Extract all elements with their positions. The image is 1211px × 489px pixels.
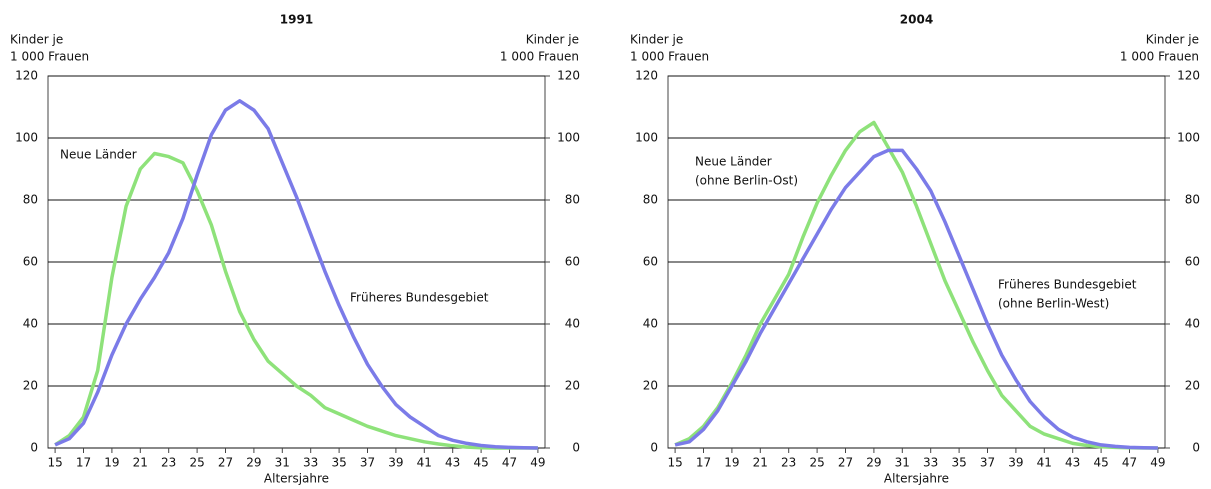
x-tick-label: 45 [1093,456,1108,470]
series-note: (ohne Berlin-West) [998,297,1109,311]
x-tick-label: 37 [360,456,375,470]
y-tick-label: 0 [650,441,658,455]
series-line [54,151,538,450]
series-label: Neue Länder [695,155,772,169]
chart-title: 2004 [900,13,933,27]
y2-tick-label: 100 [1177,131,1200,145]
y-axis-label: Kinder je [630,33,683,47]
y-tick-label: 20 [643,379,658,393]
x-tick-label: 41 [1037,456,1052,470]
y-axis-label: 1 000 Frauen [10,50,89,64]
y-axis-label: 1 000 Frauen [630,50,709,64]
y-tick-label: 120 [635,69,658,83]
y2-tick-label: 120 [1177,69,1200,83]
x-tick-label: 39 [1008,456,1023,470]
y-tick-label: 60 [643,255,658,269]
y2-axis-label: 1 000 Frauen [500,50,579,64]
x-tick-label: 25 [189,456,204,470]
x-tick-label: 21 [133,456,148,470]
x-tick-label: 47 [502,456,517,470]
y-tick-label: 120 [15,69,38,83]
series-label: Früheres Bundesgebiet [998,278,1137,292]
x-tick-label: 33 [923,456,938,470]
x-tick-label: 19 [724,456,739,470]
x-tick-label: 49 [530,456,545,470]
x-tick-label: 27 [218,456,233,470]
x-axis-label: Altersjahre [264,472,329,486]
x-tick-label: 21 [753,456,768,470]
y2-axis-label: Kinder je [1146,33,1199,47]
x-tick-label: 45 [473,456,488,470]
y2-tick-label: 80 [565,193,580,207]
y2-tick-label: 20 [565,379,580,393]
x-tick-label: 29 [866,456,881,470]
series-line [674,120,1158,450]
y2-tick-label: 80 [1185,193,1200,207]
y2-tick-label: 40 [1185,317,1200,331]
y-tick-label: 100 [15,131,38,145]
series-label: Früheres Bundesgebiet [350,291,489,305]
x-tick-label: 15 [667,456,682,470]
x-tick-label: 41 [417,456,432,470]
y-axis-label: Kinder je [10,33,63,47]
x-tick-label: 19 [104,456,119,470]
x-tick-label: 43 [445,456,460,470]
x-tick-label: 47 [1122,456,1137,470]
x-tick-label: 17 [696,456,711,470]
series-label: Neue Länder [60,148,137,162]
y2-axis-label: 1 000 Frauen [1120,50,1199,64]
y2-tick-label: 60 [1185,255,1200,269]
y-tick-label: 80 [23,193,38,207]
y2-tick-label: 40 [565,317,580,331]
x-tick-label: 23 [161,456,176,470]
y2-tick-label: 120 [557,69,580,83]
series-line [54,99,538,450]
y2-tick-label: 100 [557,131,580,145]
x-tick-label: 17 [76,456,91,470]
x-tick-label: 35 [951,456,966,470]
y2-tick-label: 0 [572,441,580,455]
x-tick-label: 33 [303,456,318,470]
y2-axis-label: Kinder je [526,33,579,47]
x-tick-label: 23 [781,456,796,470]
y2-tick-label: 20 [1185,379,1200,393]
y-tick-label: 60 [23,255,38,269]
x-tick-label: 27 [838,456,853,470]
y2-tick-label: 60 [565,255,580,269]
x-tick-label: 31 [275,456,290,470]
y-tick-label: 80 [643,193,658,207]
x-tick-label: 35 [331,456,346,470]
x-tick-label: 29 [246,456,261,470]
chart-title: 1991 [280,13,313,27]
y-tick-label: 20 [23,379,38,393]
series-note: (ohne Berlin-Ost) [695,174,798,188]
y-tick-label: 40 [23,317,38,331]
series-line [674,148,1158,450]
y-tick-label: 0 [30,441,38,455]
y2-tick-label: 0 [1192,441,1200,455]
x-axis-label: Altersjahre [884,472,949,486]
y-tick-label: 40 [643,317,658,331]
y-tick-label: 100 [635,131,658,145]
x-tick-label: 39 [388,456,403,470]
x-tick-label: 31 [895,456,910,470]
x-tick-label: 43 [1065,456,1080,470]
x-tick-label: 15 [47,456,62,470]
x-tick-label: 49 [1150,456,1165,470]
x-tick-label: 37 [980,456,995,470]
x-tick-label: 25 [809,456,824,470]
